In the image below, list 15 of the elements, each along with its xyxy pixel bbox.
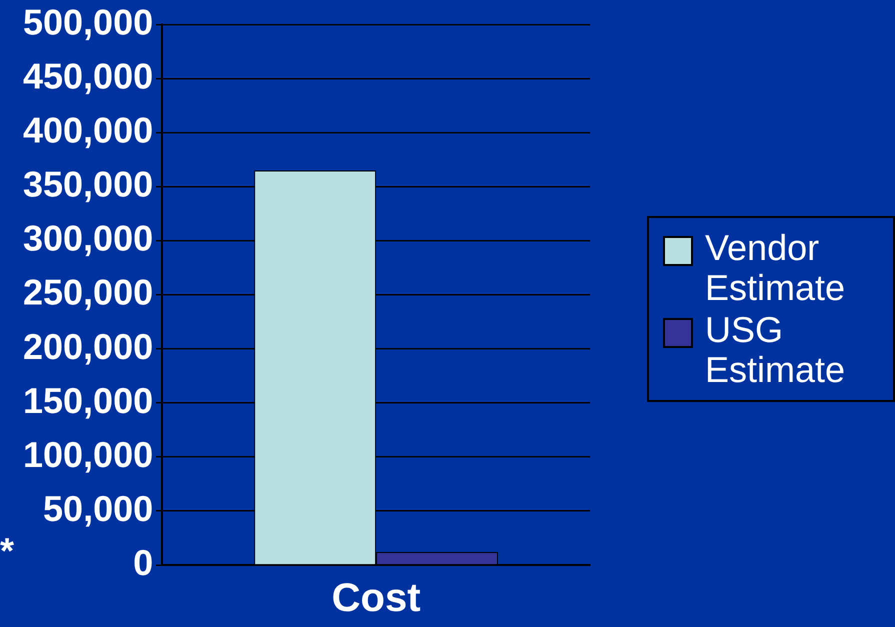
y-tick-label: 450,000 — [22, 56, 154, 97]
y-tick-label: 300,000 — [22, 218, 154, 259]
legend-label: Vendor Estimate — [705, 227, 846, 308]
y-tick-label: 150,000 — [22, 380, 154, 421]
y-tick-label: 250,000 — [22, 272, 154, 313]
y-tick-label: 100,000 — [22, 434, 154, 475]
y-tick-label: 0 — [133, 542, 154, 583]
legend-label: USG Estimate — [705, 309, 846, 390]
y-tick-label: 350,000 — [22, 164, 154, 205]
y-tick-label: 400,000 — [22, 110, 154, 151]
y-tick-label: 200,000 — [22, 326, 154, 367]
y-tick-label: 50,000 — [43, 488, 154, 529]
y-tick-label: 500,000 — [22, 2, 154, 43]
x-tick-label: Cost — [332, 576, 421, 620]
text: * — [0, 530, 14, 571]
